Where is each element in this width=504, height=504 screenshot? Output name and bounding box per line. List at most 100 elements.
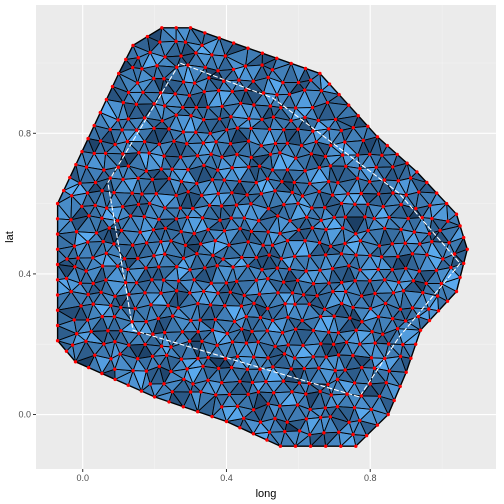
mesh-vertex bbox=[124, 280, 128, 285]
mesh-vertex bbox=[271, 365, 275, 369]
mesh-vertex bbox=[343, 140, 347, 144]
mesh-vertex bbox=[104, 206, 109, 210]
mesh-vertex bbox=[276, 214, 280, 218]
mesh-vertex bbox=[91, 281, 95, 286]
mesh-vertex bbox=[374, 165, 378, 169]
mesh-vertex bbox=[310, 206, 314, 210]
mesh-vertex bbox=[282, 352, 287, 356]
mesh-vertex bbox=[343, 368, 347, 372]
mesh-vertex bbox=[316, 118, 320, 123]
mesh-vertex bbox=[375, 135, 380, 139]
mesh-vertex bbox=[304, 269, 308, 273]
mesh-vertex bbox=[358, 239, 363, 243]
mesh-vertex bbox=[454, 212, 459, 216]
mesh-vertex bbox=[340, 301, 344, 306]
mesh-vertex bbox=[175, 289, 179, 293]
mesh-vertex bbox=[134, 102, 139, 107]
mesh-vertex bbox=[202, 90, 206, 94]
mesh-vertex bbox=[159, 240, 163, 244]
mesh-vertex bbox=[328, 143, 333, 148]
mesh-vertex bbox=[195, 154, 200, 158]
mesh-vertex bbox=[134, 281, 139, 285]
mesh-vertex bbox=[175, 265, 179, 269]
mesh-vertex bbox=[194, 51, 198, 55]
mesh-vertex bbox=[192, 278, 196, 282]
mesh-vertex bbox=[339, 252, 344, 256]
mesh-vertex bbox=[225, 331, 229, 336]
mesh-vertex bbox=[261, 91, 266, 95]
mesh-vertex bbox=[336, 181, 340, 185]
mesh-vertex bbox=[359, 294, 364, 298]
mesh-vertex bbox=[293, 444, 298, 448]
mesh-vertex bbox=[160, 119, 164, 123]
mesh-vertex bbox=[347, 103, 351, 107]
mesh-vertex bbox=[145, 34, 150, 39]
mesh-vertex bbox=[287, 267, 292, 271]
mesh-vertex bbox=[152, 76, 156, 81]
mesh-triangle bbox=[352, 420, 368, 437]
mesh-vertex bbox=[167, 177, 171, 181]
mesh-vertex bbox=[339, 128, 343, 133]
mesh-vertex bbox=[157, 217, 161, 222]
mesh-vertex bbox=[373, 291, 377, 296]
mesh-vertex bbox=[195, 252, 199, 256]
mesh-vertex bbox=[289, 61, 293, 66]
mesh-vertex bbox=[311, 328, 316, 333]
x-axis: 0.0 0.4 0.8 bbox=[76, 469, 376, 483]
mesh-vertex bbox=[191, 382, 195, 386]
mesh-vertex bbox=[317, 241, 322, 245]
mesh-vertex bbox=[143, 291, 147, 295]
mesh-vertex bbox=[239, 304, 244, 308]
mesh-vertex bbox=[158, 40, 162, 44]
mesh-vertex bbox=[366, 228, 370, 233]
mesh-vertex bbox=[138, 230, 142, 234]
mesh-vertex bbox=[175, 65, 179, 69]
mesh-vertex bbox=[200, 216, 205, 220]
mesh-vertex bbox=[232, 41, 236, 45]
mesh-vertex bbox=[62, 188, 66, 193]
mesh-vertex bbox=[428, 203, 432, 208]
mesh-vertex bbox=[251, 79, 255, 83]
mesh-vertex bbox=[390, 268, 394, 272]
mesh-vertex bbox=[196, 301, 200, 306]
mesh-vertex bbox=[162, 104, 167, 108]
mesh-vertex bbox=[203, 65, 207, 70]
mesh-vertex bbox=[265, 329, 269, 333]
mesh-vertex bbox=[258, 420, 263, 424]
mesh-vertex bbox=[167, 127, 171, 131]
mesh-vertex bbox=[159, 344, 164, 348]
mesh-vertex bbox=[351, 305, 355, 310]
mesh-vertex bbox=[76, 256, 80, 260]
mesh-vertex bbox=[317, 366, 321, 370]
mesh-vertex bbox=[69, 218, 73, 222]
mesh-vertex bbox=[229, 115, 233, 119]
mesh-triangle bbox=[200, 379, 217, 396]
mesh-vertex bbox=[185, 215, 190, 219]
mesh-vertex bbox=[358, 418, 362, 423]
mesh-vertex bbox=[87, 214, 91, 218]
mesh-vertex bbox=[220, 104, 224, 109]
mesh-vertex bbox=[245, 193, 249, 197]
mesh-vertex bbox=[136, 56, 140, 60]
mesh-vertex bbox=[188, 339, 192, 343]
mesh-vertex bbox=[201, 141, 205, 145]
mesh-vertex bbox=[84, 339, 88, 343]
mesh-vertex bbox=[224, 281, 229, 285]
mesh-vertex bbox=[246, 392, 250, 396]
mesh-vertex bbox=[100, 216, 104, 220]
mesh-vertex bbox=[267, 430, 272, 434]
mesh-vertex bbox=[158, 91, 163, 95]
mesh-vertex bbox=[345, 392, 349, 396]
mesh-vertex bbox=[209, 152, 213, 156]
mesh-vertex bbox=[435, 294, 440, 298]
mesh-vertex bbox=[369, 407, 373, 412]
mesh-vertex bbox=[198, 318, 202, 322]
mesh-vertex bbox=[290, 390, 294, 394]
mesh-vertex bbox=[157, 364, 161, 369]
mesh-vertex bbox=[157, 265, 161, 269]
mesh-vertex bbox=[257, 292, 262, 296]
mesh-vertex bbox=[385, 143, 389, 148]
mesh-vertex bbox=[449, 265, 453, 270]
mesh-vertex bbox=[131, 243, 135, 247]
mesh-vertex bbox=[260, 51, 265, 55]
